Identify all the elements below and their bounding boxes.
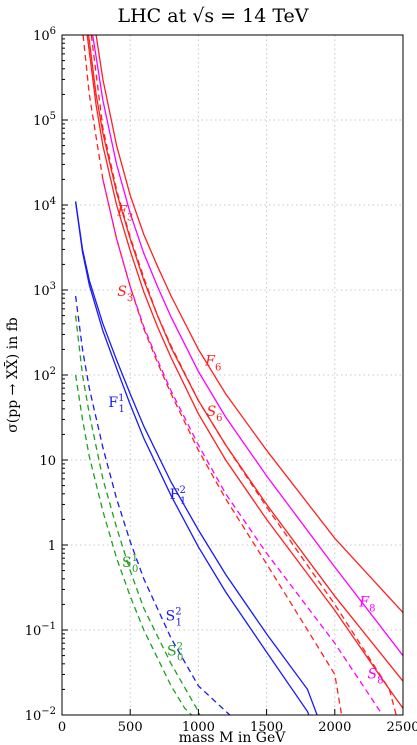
y-tick-label-2: 1 [48,539,56,554]
plot-frame [61,34,404,716]
series-line-5 [90,35,397,715]
curve-labels: F3 S3 F6 S6 F1 1 F2 1 S1 0 S2 1 S2 0 F8 S8 [108,204,383,687]
curve-label-4: S6 [207,404,223,424]
curve-label-1: F3 [116,204,133,224]
y-tick-label-6: 104 [33,196,56,214]
chart-title: LHC at √s = 14 TeV [117,5,308,27]
series-layer [74,35,403,715]
series-line-10 [74,295,231,715]
curve-label-2: S3 [117,284,133,304]
series-line-12 [74,315,201,715]
series-line-8 [74,201,318,715]
x-tick-label-5: 2500 [386,720,417,735]
curve-label-5: F1 1 [108,393,124,415]
series-line-9 [74,201,310,715]
grid [62,35,403,715]
y-tick-label-5: 103 [33,281,56,299]
x-tick-label-1: 500 [118,720,143,735]
series-line-3 [86,35,403,709]
y-tick-label-4: 102 [33,366,56,384]
series-line-7 [102,179,384,715]
curve-label-11: S8 [368,666,384,686]
series-line-6 [92,35,403,656]
series-line-2 [87,35,403,682]
curve-label-3: F6 [204,353,221,373]
x-axis-label: mass M in GeV [179,730,287,745]
series-line-11 [74,374,193,715]
series-line-1 [95,35,403,614]
x-tick-label-2: 1000 [182,720,215,735]
x-tick-label-4: 2000 [318,720,351,735]
y-tick-label-1: 10−1 [25,621,56,639]
y-tick-label-3: 10 [39,454,56,469]
x-tick-label-0: 0 [58,720,66,735]
curve-label-9: S2 0 [167,642,183,664]
y-tick-label-0: 10−2 [25,706,56,724]
ticks: 0 500 1000 1500 2000 2500 10−2 10−1 1 10 102 103 104… [25,26,417,735]
y-axis-label: σ(pp → XX̄) in fb [3,317,21,433]
curve-label-7: S1 0 [122,553,138,575]
x-tick-label-3: 1500 [250,720,283,735]
y-tick-label-8: 106 [33,26,56,44]
curve-label-8: S2 1 [166,606,182,628]
curve-label-6: F2 1 [170,485,186,507]
curve-label-10: F8 [358,594,375,614]
y-tick-label-7: 105 [33,111,56,129]
